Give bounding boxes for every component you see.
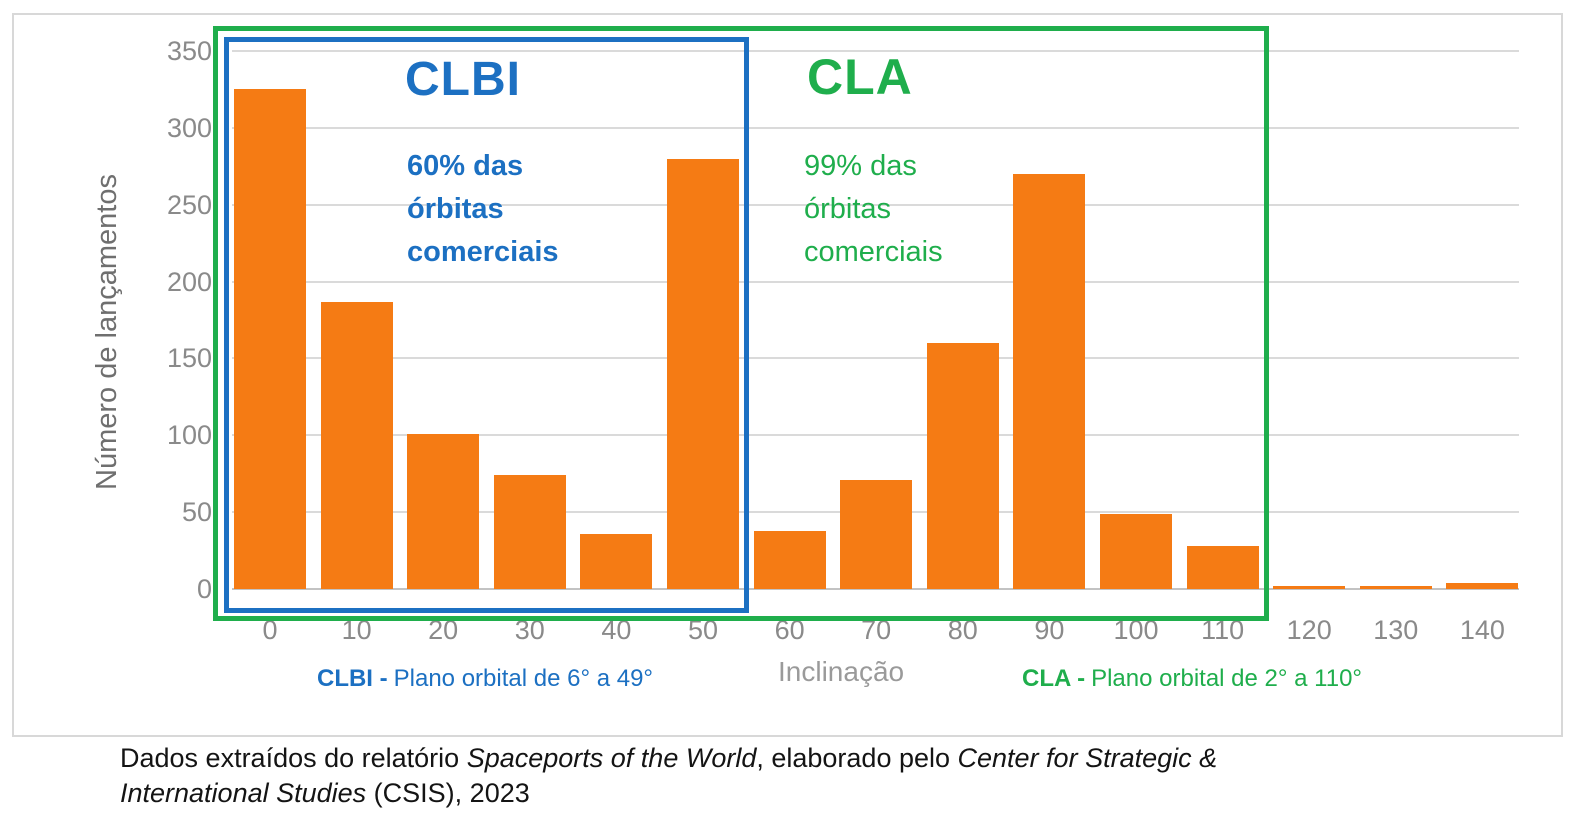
cla-title-label: CLA — [807, 49, 913, 105]
cla-range-footnote-bold: CLA - — [1021, 665, 1086, 692]
bar-30 — [493, 475, 566, 589]
clbi-range-footnote-text: Plano orbital de 6° a 49° — [393, 665, 654, 692]
cla-highlight-box — [213, 26, 1269, 621]
x-axis-title: Inclinação — [778, 656, 905, 687]
clbi-range-footnote: CLBI - Plano orbital de 6° a 49° — [317, 665, 653, 693]
gridline-350 — [232, 50, 1519, 52]
y-tick-label-100: 100 — [166, 420, 212, 451]
clbi-note-line-1: 60% das — [407, 150, 524, 182]
bar-130 — [1359, 585, 1432, 589]
bar-80 — [926, 343, 999, 589]
caption-italic-segment: Spaceports of the World — [466, 743, 757, 773]
bar-110 — [1186, 545, 1259, 589]
bar-120 — [1273, 585, 1346, 589]
cla-range-footnote: CLA - Plano orbital de 2° a 110° — [1022, 665, 1362, 693]
cla-note-line-3: comerciais — [804, 236, 943, 268]
caption-text-segment: (CSIS), 2023 — [366, 778, 530, 808]
cla-range-footnote-text: Plano orbital de 2° a 110° — [1091, 665, 1363, 692]
x-tick-label-120: 120 — [1286, 615, 1332, 645]
caption-text-segment: Dados extraídos do relatório — [120, 743, 467, 773]
y-tick-label-200: 200 — [166, 266, 212, 297]
y-tick-label-150: 150 — [166, 343, 212, 374]
y-tick-label-300: 300 — [166, 112, 212, 143]
cla-note-line-1: 99% das — [804, 150, 917, 182]
y-tick-label-0: 0 — [196, 574, 212, 604]
x-tick-label-0: 0 — [262, 615, 278, 645]
gridline-150 — [232, 357, 1519, 360]
y-tick-label-350: 350 — [166, 36, 212, 66]
source-caption: Dados extraídos do relatório Spaceports … — [120, 741, 1500, 811]
gridline-200 — [232, 280, 1519, 283]
clbi-range-footnote-bold: CLBI - — [316, 665, 388, 692]
clbi-note-line-3: comerciais — [407, 236, 559, 268]
plot-area — [232, 50, 1519, 590]
bar-100 — [1100, 513, 1172, 589]
bar-40 — [580, 533, 653, 589]
caption-text-segment: , elaborado pelo — [756, 743, 958, 773]
source-caption-line-1: Dados extraídos do relatório Spaceports … — [120, 741, 1500, 776]
y-tick-label-50: 50 — [181, 497, 212, 528]
bar-50 — [667, 158, 739, 589]
gridline-250 — [232, 203, 1519, 206]
x-tick-label-140: 140 — [1459, 615, 1505, 645]
bar-0 — [234, 89, 306, 589]
clbi-title-label: CLBI — [405, 53, 521, 106]
clbi-highlight-box — [224, 37, 749, 613]
cla-note-text: 99% das órbitas comerciais — [804, 145, 943, 274]
bar-20 — [407, 433, 480, 589]
x-tick-label-130: 130 — [1373, 615, 1419, 645]
chart-figure-box: Número de lançamentos 0 50 100 150 200 250 300… — [12, 13, 1563, 737]
gridline-0 — [232, 588, 1519, 590]
bar-70 — [840, 479, 913, 589]
caption-italic-segment: Center for Strategic & — [957, 743, 1218, 773]
gridline-300 — [232, 126, 1519, 129]
bar-10 — [320, 301, 393, 589]
source-caption-line-2: International Studies (CSIS), 2023 — [120, 776, 1500, 811]
bar-140 — [1446, 582, 1519, 589]
bar-60 — [753, 530, 826, 589]
clbi-note-line-2: órbitas — [407, 193, 504, 225]
y-tick-label-250: 250 — [166, 189, 212, 220]
clbi-note-text: 60% das órbitas comerciais — [407, 145, 559, 274]
gridline-100 — [232, 434, 1519, 437]
bar-90 — [1013, 173, 1086, 589]
cla-note-line-2: órbitas — [804, 193, 892, 225]
caption-italic-segment: International Studies — [120, 778, 367, 808]
